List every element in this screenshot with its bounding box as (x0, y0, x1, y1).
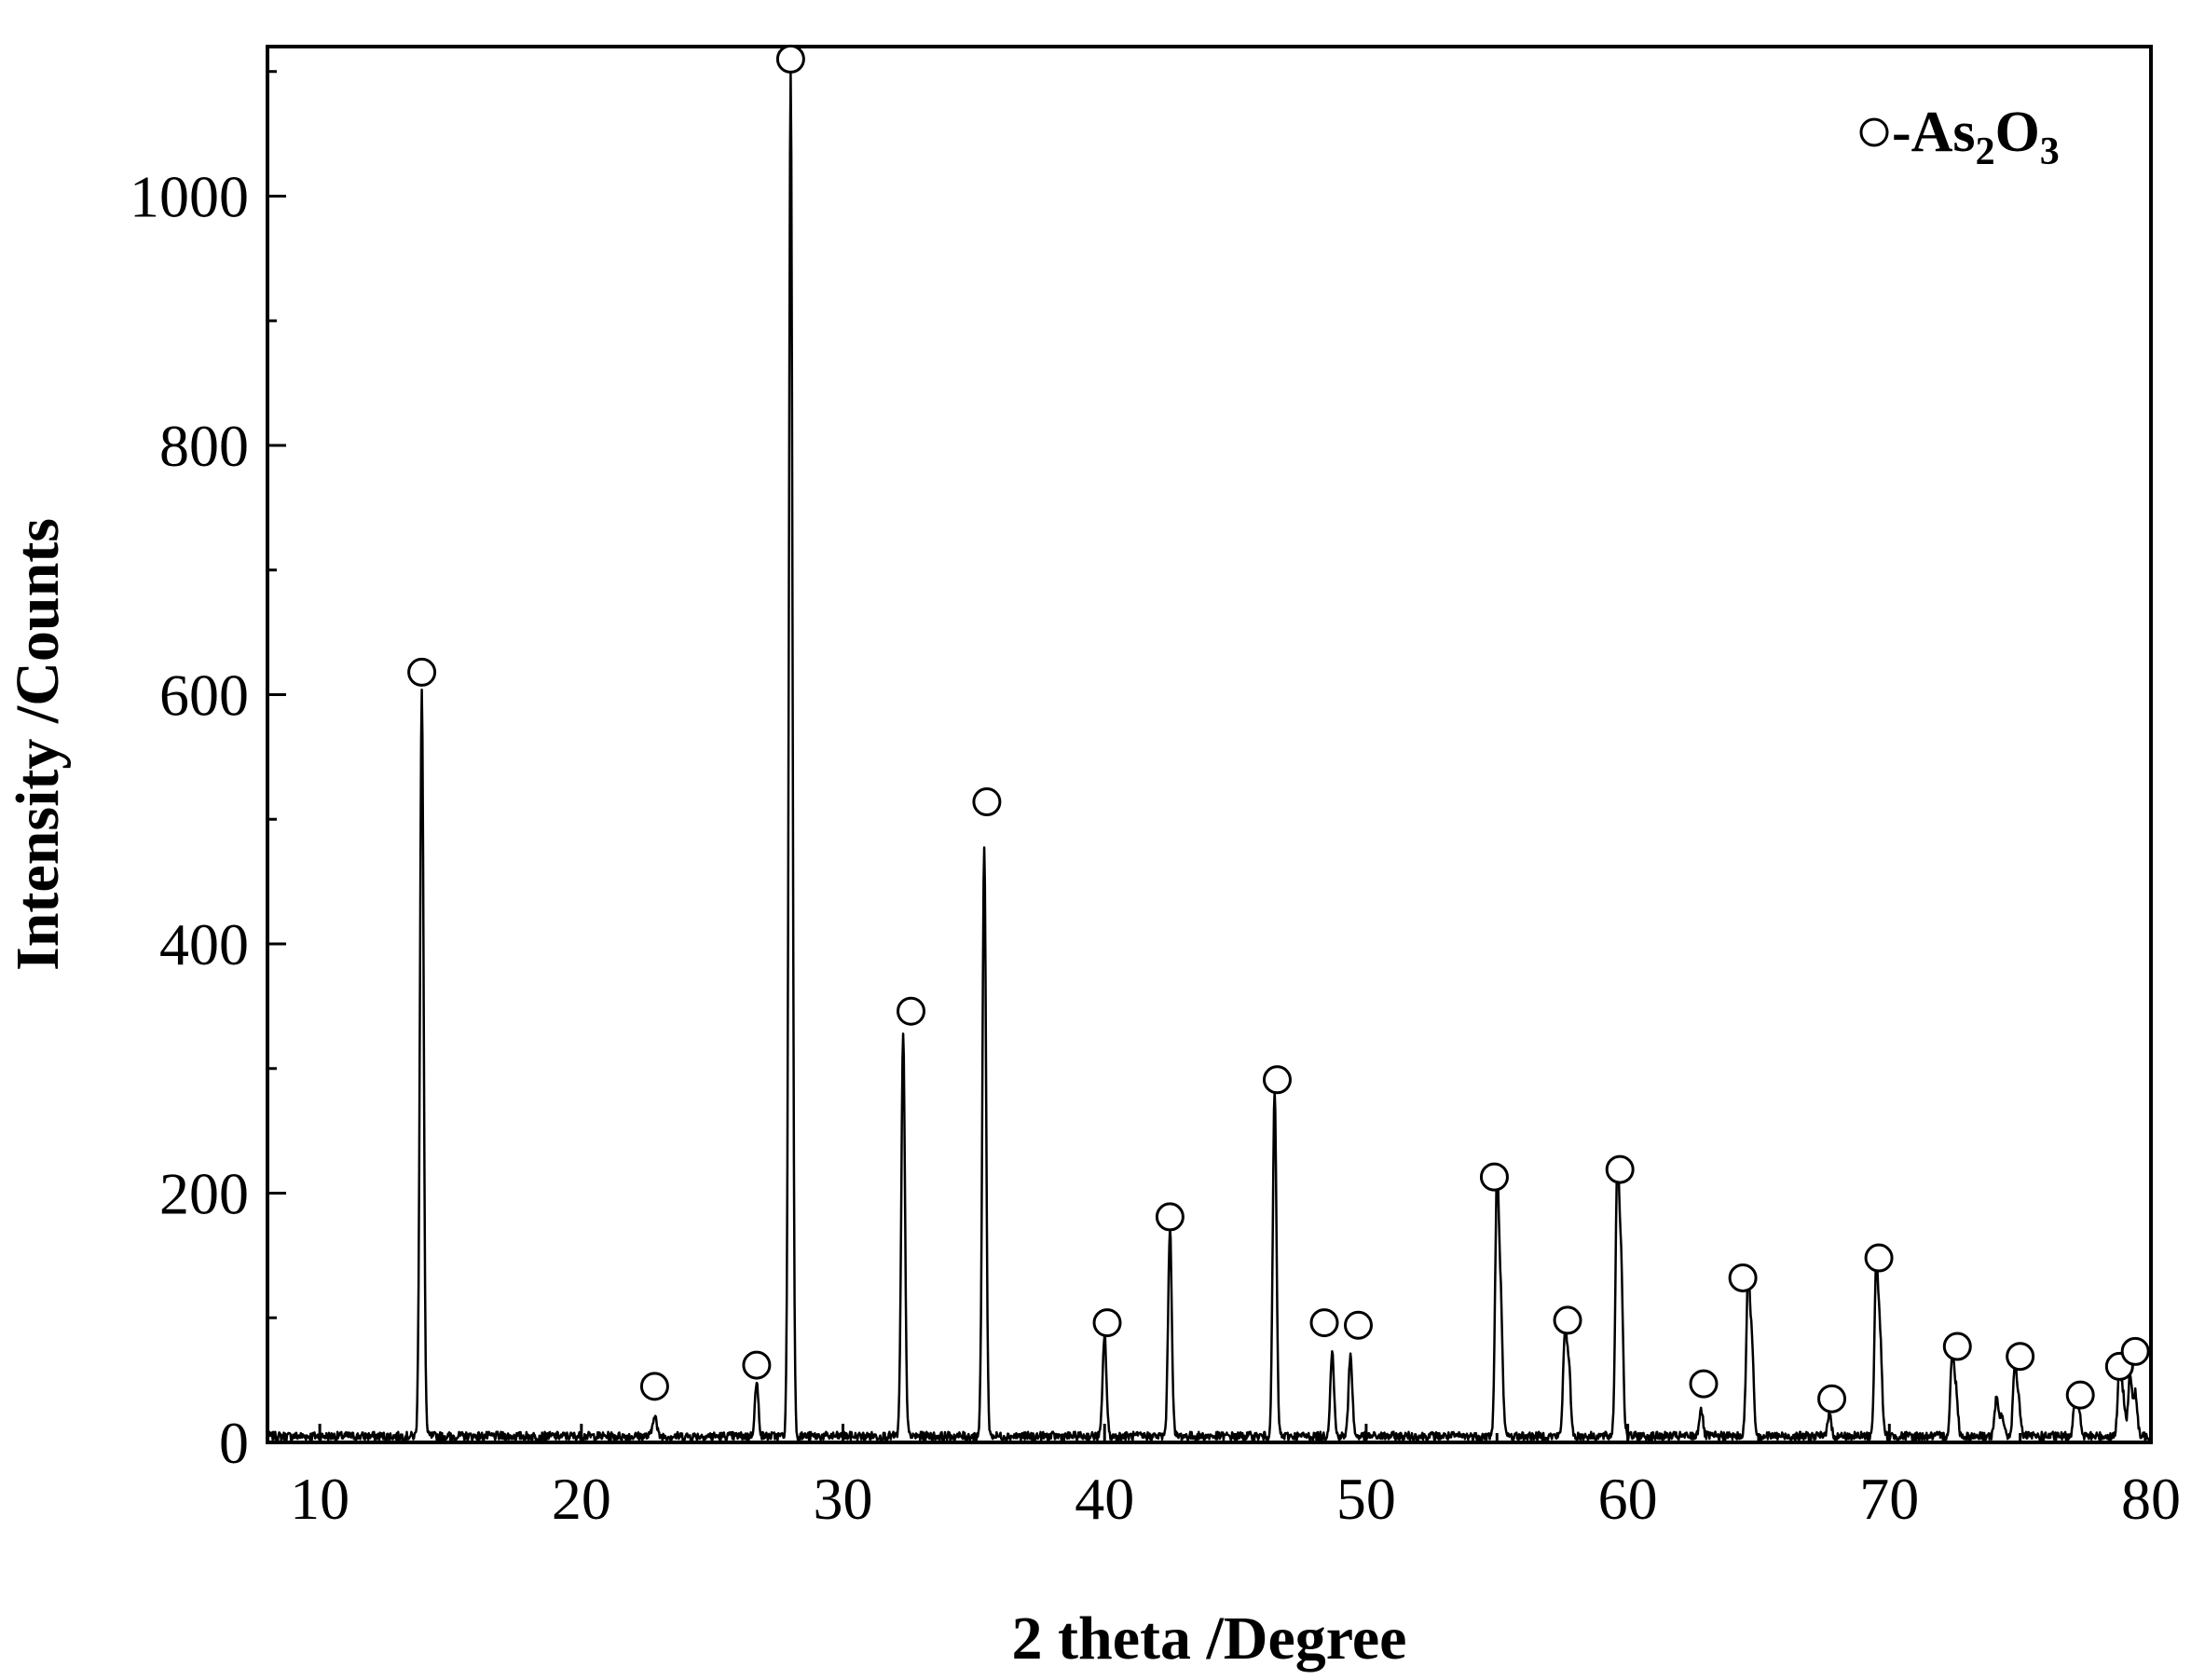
y-tick-label: 0 (219, 1410, 249, 1476)
legend-label: -As2O3 (1892, 101, 2060, 173)
peak-marker-circle (2120, 1336, 2150, 1366)
y-axis-title: Intensity /Counts (4, 518, 72, 971)
peak-marker-circle (407, 657, 437, 687)
y-tick-label: 1000 (130, 164, 249, 230)
x-tick-label: 40 (1075, 1466, 1134, 1532)
legend-prefix: -As (1892, 101, 1976, 164)
peak-marker-circle (2065, 1380, 2095, 1410)
x-tick-label: 80 (2121, 1466, 2181, 1532)
peak-marker-circle (972, 787, 1002, 817)
x-tick-label: 30 (814, 1466, 873, 1532)
peak-marker-circle (1479, 1162, 1509, 1192)
peak-marker-circle (1689, 1369, 1719, 1399)
peak-marker-circle (1553, 1305, 1582, 1335)
peak-marker-circle (1092, 1308, 1122, 1338)
peak-marker-circle (2006, 1342, 2035, 1372)
legend-marker-circle (1859, 117, 1889, 147)
peak-marker-circle (897, 996, 926, 1026)
legend: -As2O3 (1859, 101, 2060, 173)
peak-marker-circle (1864, 1243, 1894, 1273)
legend-subscript-1: 2 (1976, 130, 1995, 173)
peak-markers (407, 44, 2150, 1414)
y-tick-label: 200 (159, 1161, 249, 1227)
peak-marker-circle (1817, 1384, 1847, 1414)
peak-marker-circle (1728, 1263, 1758, 1292)
peak-marker-circle (742, 1350, 772, 1380)
peak-marker-circle (1942, 1332, 1972, 1361)
peak-marker-circle (1343, 1310, 1373, 1340)
y-tick-label: 600 (159, 662, 249, 729)
series-line-as2o3 (266, 70, 2152, 1442)
x-axis-title: 2 theta /Degree (1012, 1605, 1407, 1673)
peak-marker-circle (1309, 1308, 1339, 1338)
x-tick-label: 70 (1859, 1466, 1919, 1532)
axis-ticks (267, 70, 2153, 1444)
legend-subscript-2: 3 (2040, 130, 2060, 173)
plot-frame (266, 45, 2153, 1444)
legend-oxygen: O (1995, 101, 2040, 164)
y-tick-label: 400 (159, 911, 249, 977)
peak-marker-circle (1605, 1154, 1635, 1184)
peak-marker-circle (639, 1372, 669, 1401)
y-tick-label: 800 (159, 413, 249, 479)
peak-marker-circle (775, 44, 805, 74)
peak-marker-circle (1155, 1202, 1185, 1232)
x-tick-label: 60 (1598, 1466, 1658, 1532)
x-tick-label: 10 (290, 1466, 349, 1532)
x-tick-label: 50 (1336, 1466, 1396, 1532)
x-tick-label: 20 (552, 1466, 611, 1532)
peak-marker-circle (1262, 1065, 1292, 1095)
